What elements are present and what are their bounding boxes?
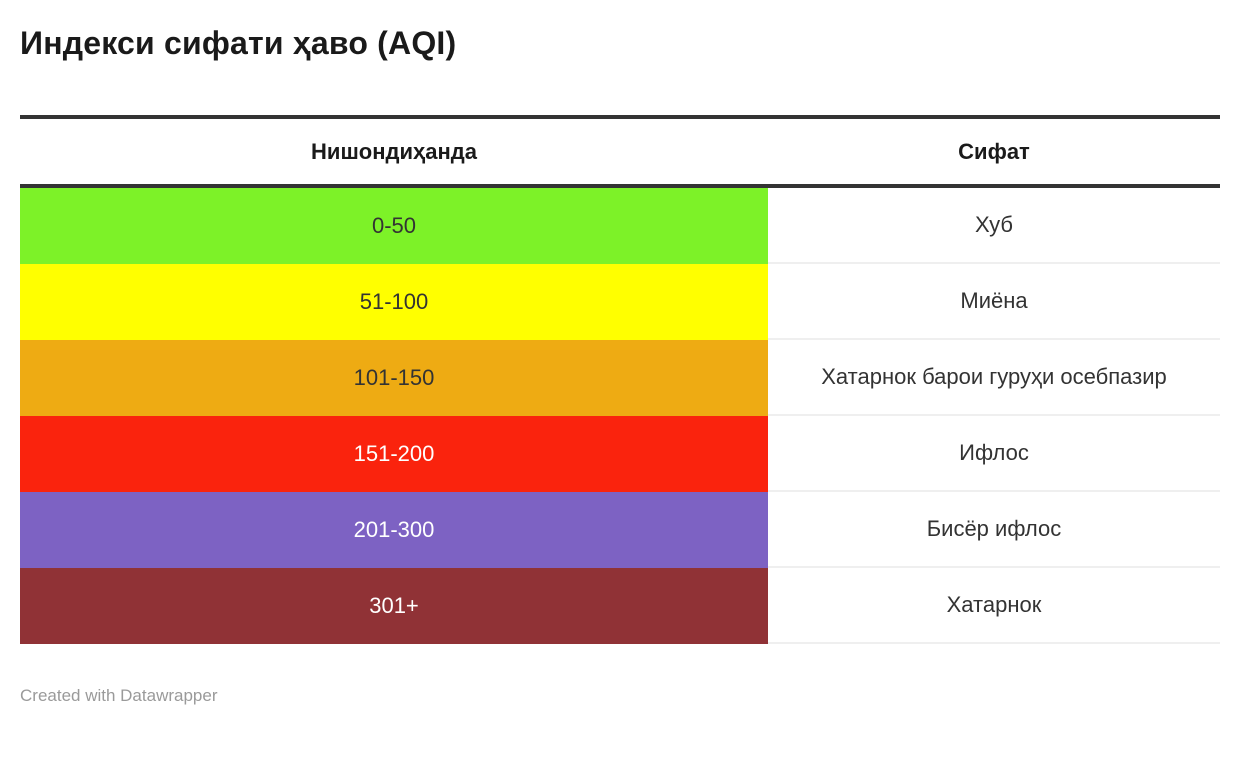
table-body: 0-50 Хуб 51-100 Миёна 101-150 Хатарнок барои … [20,188,1220,644]
aqi-range-cell: 201-300 [20,492,768,568]
aqi-range-cell: 0-50 [20,188,768,264]
aqi-range-cell: 151-200 [20,416,768,492]
table-header-row: Нишондиҳанда Сифат [20,119,1220,188]
aqi-range-cell: 301+ [20,568,768,644]
aqi-table: Нишондиҳанда Сифат 0-50 Хуб 51-100 Миёна 101… [20,115,1220,644]
table-row: 101-150 Хатарнок барои гуруҳи осебпазир [20,340,1220,416]
aqi-range-cell: 51-100 [20,264,768,340]
table-row: 151-200 Ифлос [20,416,1220,492]
table-row: 301+ Хатарнок [20,568,1220,644]
quality-cell: Ифлос [768,416,1220,492]
quality-cell: Хатарнок [768,568,1220,644]
datawrapper-table-page: Индекси сифати ҳаво (AQI) Нишондиҳанда С… [20,25,1220,706]
attribution-link[interactable]: Created with Datawrapper [20,686,218,705]
column-header-indicator: Нишондиҳанда [311,138,477,164]
attribution: Created with Datawrapper [20,686,1220,706]
page-title: Индекси сифати ҳаво (AQI) [20,25,457,61]
table-row: 201-300 Бисёр ифлос [20,492,1220,568]
table-row: 0-50 Хуб [20,188,1220,264]
quality-cell: Миёна [768,264,1220,340]
table-row: 51-100 Миёна [20,264,1220,340]
quality-cell: Хатарнок барои гуруҳи осебпазир [768,340,1220,416]
quality-cell: Хуб [768,188,1220,264]
quality-cell: Бисёр ифлос [768,492,1220,568]
column-header-quality: Сифат [958,138,1030,164]
aqi-range-cell: 101-150 [20,340,768,416]
